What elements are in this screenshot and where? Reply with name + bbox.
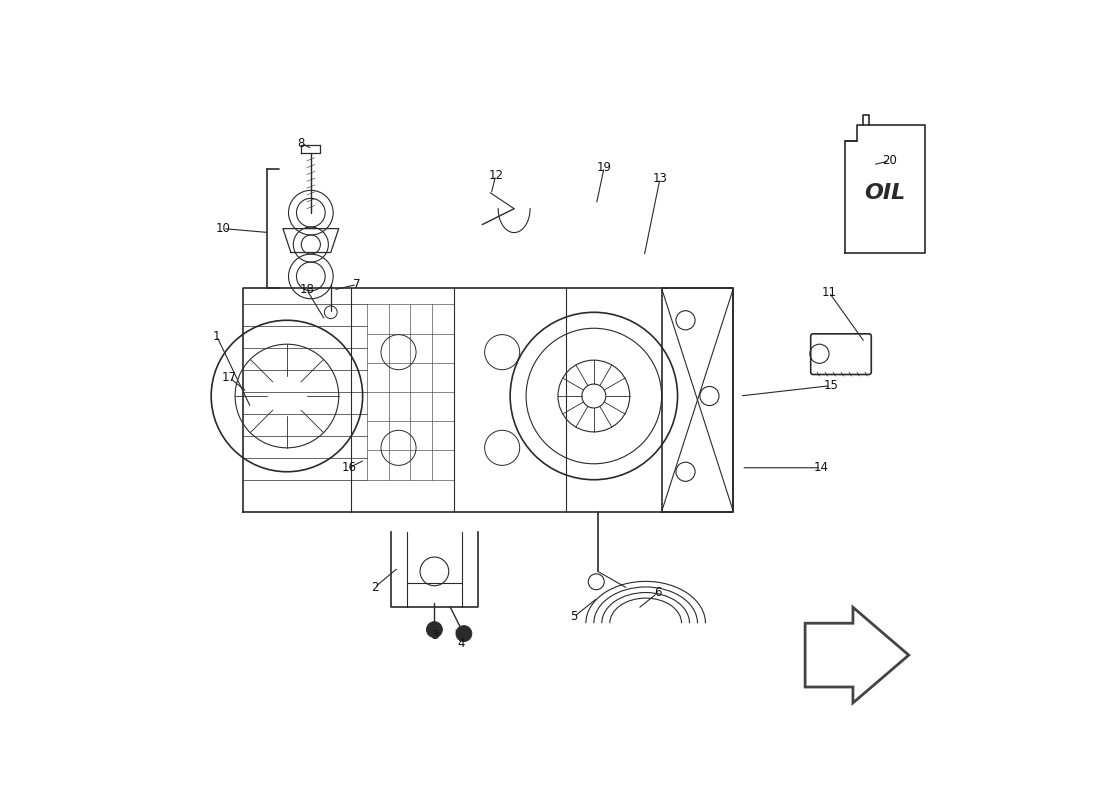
- Circle shape: [427, 622, 442, 638]
- Text: 16: 16: [342, 462, 356, 474]
- Circle shape: [455, 626, 472, 642]
- Text: 5: 5: [570, 610, 578, 623]
- Text: 4: 4: [456, 637, 464, 650]
- Text: 14: 14: [814, 462, 828, 474]
- Text: 8: 8: [298, 137, 305, 150]
- Text: 11: 11: [822, 286, 836, 299]
- Text: 7: 7: [353, 278, 361, 291]
- Text: 13: 13: [652, 172, 668, 185]
- Text: 3: 3: [431, 629, 438, 642]
- Text: 6: 6: [653, 586, 661, 599]
- Text: 15: 15: [823, 379, 838, 392]
- Text: OIL: OIL: [865, 182, 905, 202]
- Text: 20: 20: [882, 154, 898, 167]
- Text: 1: 1: [213, 330, 220, 342]
- Text: 17: 17: [222, 371, 236, 384]
- Text: 19: 19: [596, 161, 612, 174]
- Text: 12: 12: [488, 169, 504, 182]
- Text: 10: 10: [216, 222, 231, 235]
- Text: 2: 2: [371, 581, 378, 594]
- Text: 18: 18: [299, 283, 315, 297]
